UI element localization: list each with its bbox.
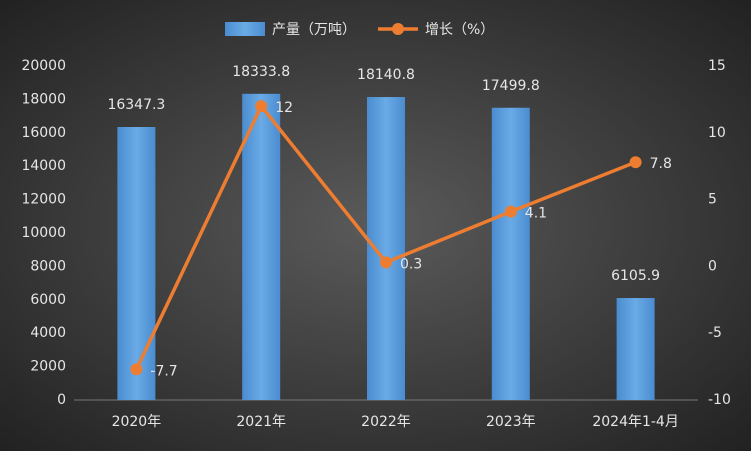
line-value-label: 0.3: [400, 256, 422, 272]
line-marker: [255, 100, 268, 113]
y-tick-label: 6000: [30, 292, 66, 308]
y-tick-label: 8000: [30, 258, 66, 274]
y2-tick-label: -10: [708, 392, 731, 408]
legend-swatch: [225, 22, 265, 36]
y2-tick-label: 0: [708, 258, 717, 274]
y-tick-label: 12000: [21, 192, 66, 208]
bar-value-label: 6105.9: [611, 268, 660, 284]
x-tick-label: 2022年: [361, 414, 411, 430]
y-tick-label: 18000: [21, 91, 66, 107]
legend-swatch-marker: [392, 23, 404, 35]
y-tick-label: 2000: [30, 359, 66, 375]
y2-tick-label: 5: [708, 192, 717, 208]
line-marker: [130, 363, 143, 376]
line-marker: [629, 156, 642, 169]
line-value-label: 12: [275, 100, 293, 116]
x-tick-label: 2024年1-4月: [592, 414, 679, 430]
legend-label: 产量（万吨）: [272, 22, 356, 38]
line-marker: [380, 256, 392, 269]
bar-value-label: 18333.8: [232, 64, 290, 80]
bar: [242, 93, 281, 401]
legend-label: 增长（%）: [425, 22, 494, 38]
y-tick-label: 4000: [30, 325, 66, 341]
y2-tick-label: 15: [708, 58, 726, 74]
bar: [491, 107, 530, 400]
y-tick-label: 14000: [21, 158, 66, 174]
y-tick-label: 20000: [21, 58, 66, 74]
bar: [117, 127, 156, 400]
bar-value-label: 16347.3: [107, 97, 165, 113]
line-value-label: -7.7: [150, 363, 177, 379]
bar: [616, 298, 655, 400]
y-tick-label: 16000: [21, 125, 66, 141]
line-value-label: 4.1: [525, 206, 547, 222]
y2-tick-label: -5: [708, 325, 722, 341]
line-marker: [504, 205, 517, 218]
x-tick-label: 2021年: [236, 414, 286, 430]
y-tick-label: 0: [57, 392, 66, 408]
bar-value-label: 18140.8: [357, 67, 415, 83]
y-tick-label: 10000: [21, 225, 66, 241]
y2-tick-label: 10: [708, 125, 726, 141]
x-tick-label: 2020年: [112, 414, 162, 430]
x-tick-label: 2023年: [486, 414, 536, 430]
line-value-label: 7.8: [650, 156, 672, 172]
bar-value-label: 17499.8: [482, 78, 540, 94]
